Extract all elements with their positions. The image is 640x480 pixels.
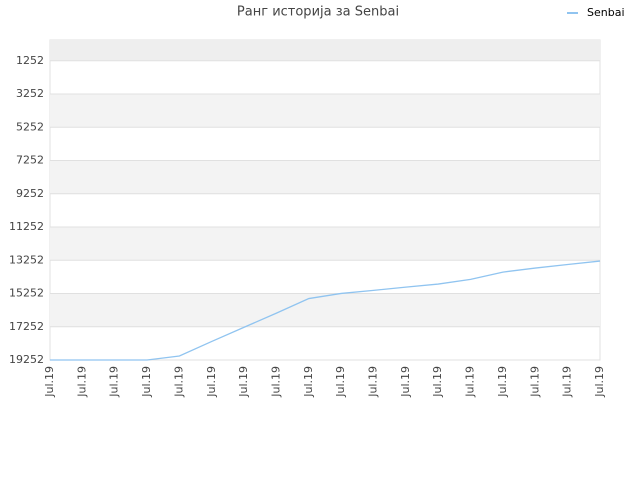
x-tick-label: Jul.19 — [302, 366, 315, 398]
x-tick-label: Jul.19 — [528, 366, 541, 398]
y-tick-label: 15252 — [9, 287, 44, 300]
x-tick-label: Jul.19 — [334, 366, 347, 398]
chart-title: Ранг историја за Senbai — [237, 5, 399, 20]
grid-band — [50, 94, 600, 128]
y-tick-label: 3252 — [16, 87, 44, 100]
x-tick-label: Jul.19 — [140, 366, 153, 398]
x-tick-label: Jul.19 — [237, 366, 250, 398]
x-tick-label: Jul.19 — [399, 366, 412, 398]
y-tick-label: 7252 — [16, 154, 44, 167]
x-tick-label: Jul.19 — [593, 366, 606, 398]
x-tick-label: Jul.19 — [367, 366, 380, 398]
x-tick-label: Jul.19 — [464, 366, 477, 398]
grid-band — [50, 293, 600, 327]
grid-band — [50, 160, 600, 194]
x-tick-label: Jul.19 — [561, 366, 574, 398]
x-tick-label: Jul.19 — [431, 366, 444, 398]
legend-label: Senbai — [587, 6, 625, 19]
x-tick-label: Jul.19 — [108, 366, 121, 398]
x-tick-label: Jul.19 — [205, 366, 218, 398]
y-tick-label: 13252 — [9, 253, 44, 266]
x-tick-label: Jul.19 — [43, 366, 56, 398]
grid-band — [50, 227, 600, 261]
y-tick-label: 11252 — [9, 220, 44, 233]
y-tick-label: 5252 — [16, 120, 44, 133]
y-tick-label: 9252 — [16, 187, 44, 200]
line — [50, 260, 601, 361]
y-tick-label: 1252 — [16, 54, 44, 67]
grid-band — [50, 40, 600, 61]
x-tick-label: Jul.19 — [75, 366, 88, 398]
y-tick-label: 19252 — [9, 353, 44, 366]
x-tick-label: Jul.19 — [172, 366, 185, 398]
y-tick-label: 17252 — [9, 320, 44, 333]
x-tick-label: Jul.19 — [496, 366, 509, 398]
x-tick-label: Jul.19 — [269, 366, 282, 398]
